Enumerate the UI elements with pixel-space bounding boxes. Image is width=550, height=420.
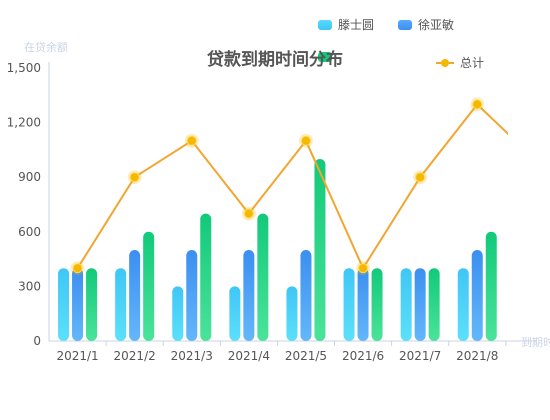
x-tick-label: 2021/1 [56, 349, 98, 363]
x-tick-label: 2021/5 [285, 349, 327, 363]
bar-series-1-7 [400, 268, 412, 341]
bar-series-3-6 [371, 268, 383, 341]
x-tick-label: 2021/6 [342, 349, 384, 363]
bar-series-3-8 [485, 231, 497, 341]
bar-series-2-3 [186, 250, 198, 341]
total-point [530, 155, 539, 164]
bar-series-1-2 [115, 268, 127, 341]
bar-series-1-4 [229, 286, 241, 341]
legend-item-total[interactable]: 总计 [436, 54, 484, 71]
bar-series-2-1 [72, 268, 84, 341]
bar-series-1-8 [457, 268, 469, 341]
bar-series-1-9 [515, 268, 526, 341]
legend-swatch-series-2 [398, 19, 412, 30]
bar-series-3-3 [200, 213, 212, 341]
x-tick-label: 2021/8 [456, 349, 498, 363]
legend-label-series-1: 滕士圆 [338, 18, 375, 32]
legend-item-series-1[interactable]: 滕士圆 [318, 16, 374, 33]
y-tick-label: 900 [18, 170, 41, 184]
legend-swatch-series-1 [318, 19, 332, 30]
total-point [300, 135, 311, 146]
bar-series-2-6 [357, 268, 369, 341]
bar-series-3-7 [428, 268, 440, 341]
legend-swatch-total [436, 58, 454, 68]
legend-label-series-2: 徐亚敏 [418, 18, 455, 32]
x-tick-label: 2021/2 [114, 349, 156, 363]
total-point [72, 263, 83, 274]
bar-series-2-8 [471, 250, 483, 341]
y-axis-label: 在贷余额 [24, 41, 68, 54]
x-axis-label: 到期时 [521, 336, 550, 349]
bar-series-2-7 [414, 268, 426, 341]
bar-series-2-4 [243, 250, 255, 341]
bar-series-1-1 [58, 268, 70, 341]
bar-series-1-3 [172, 286, 184, 341]
bar-series-3-9 [543, 232, 550, 341]
legend-label-total: 总计 [460, 56, 485, 70]
bar-series-3-5 [314, 159, 326, 341]
total-point [129, 172, 140, 183]
legend-swatch-series-3 [318, 52, 332, 62]
total-point [186, 135, 197, 146]
bar-series-3-2 [143, 231, 155, 341]
bar-series-1-6 [343, 268, 355, 341]
total-point [472, 99, 483, 110]
bar-series-2-5 [300, 250, 312, 341]
bar-series-1-5 [286, 286, 298, 341]
bar-series-2-2 [129, 250, 141, 341]
total-point-halo [527, 152, 541, 166]
legend-item-series-2[interactable]: 徐亚敏 [398, 16, 454, 33]
total-point [243, 208, 254, 219]
y-tick-label: 600 [18, 225, 41, 239]
bar-series-3-1 [86, 268, 98, 341]
y-tick-label: 0 [33, 334, 41, 348]
plot-area [58, 97, 550, 341]
x-tick-label: 2021/7 [399, 349, 441, 363]
x-tick-label: 2021/3 [171, 349, 213, 363]
x-tick-label: 2021/4 [228, 349, 270, 363]
chart-title: 贷款到期时间分布 [207, 50, 343, 70]
total-point [415, 172, 426, 183]
bar-series-3-4 [257, 213, 269, 341]
legend-item-series-3[interactable] [318, 52, 338, 62]
y-tick-label: 300 [18, 279, 41, 293]
y-tick-label: 1,200 [7, 116, 41, 130]
bar-series-2-9 [529, 250, 540, 341]
total-point [358, 263, 369, 274]
y-tick-label: 1,500 [7, 61, 41, 75]
